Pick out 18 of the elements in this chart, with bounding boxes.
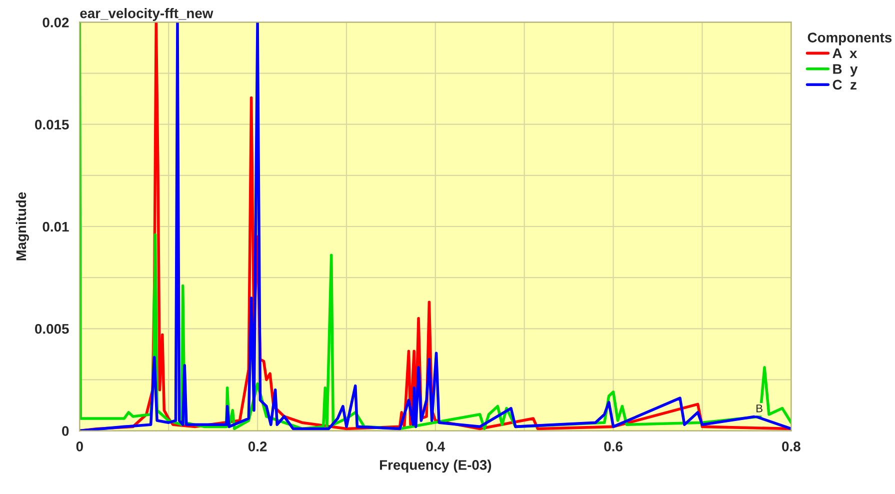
- x-axis-title: Frequency (E-03): [380, 460, 492, 473]
- y-tick-label: 0.015: [35, 120, 69, 130]
- legend-label: C z: [832, 80, 856, 90]
- annotation: B: [756, 404, 762, 412]
- x-tick-label: 0.6: [604, 442, 622, 452]
- y-tick-label: 0.005: [35, 324, 69, 334]
- x-tick-label: 0.4: [426, 442, 445, 452]
- y-tick-label: 0.02: [42, 18, 69, 28]
- y-axis-title: Magnitude: [16, 192, 29, 260]
- legend-title: Components: [808, 32, 892, 46]
- y-tick-label: 0: [62, 426, 69, 436]
- x-tick-label: 0.2: [248, 442, 267, 452]
- chart-title: ear_velocity-fft_new: [80, 8, 214, 21]
- y-tick-label: 0.01: [42, 222, 69, 232]
- legend-label: A x: [832, 48, 858, 58]
- x-tick-label: 0: [76, 442, 83, 452]
- x-tick-label: 0.8: [782, 442, 800, 452]
- legend-label: B y: [833, 64, 858, 77]
